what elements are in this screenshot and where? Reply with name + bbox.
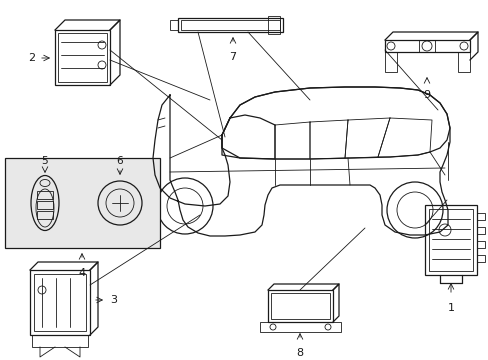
Bar: [384, 52, 396, 72]
Bar: [170, 20, 178, 30]
Bar: [32, 335, 88, 347]
Text: 8: 8: [296, 348, 303, 358]
Bar: [424, 205, 476, 275]
Bar: [418, 40, 434, 52]
Bar: [34, 274, 86, 331]
Text: 7: 7: [229, 52, 236, 62]
Bar: [270, 293, 329, 319]
Bar: [476, 241, 484, 248]
Bar: [428, 209, 472, 271]
Bar: [476, 255, 484, 262]
Bar: [5, 158, 160, 248]
Bar: [384, 40, 469, 52]
Bar: [30, 270, 90, 335]
Bar: [267, 290, 332, 322]
Bar: [260, 322, 340, 332]
Bar: [37, 191, 53, 199]
Text: 3: 3: [110, 295, 117, 305]
Text: 5: 5: [41, 156, 48, 166]
Text: 6: 6: [117, 156, 123, 166]
Text: 1: 1: [447, 303, 453, 313]
Bar: [55, 30, 110, 85]
Text: 4: 4: [78, 268, 85, 278]
Bar: [37, 201, 53, 209]
Bar: [37, 211, 53, 219]
Bar: [58, 33, 107, 82]
Bar: [267, 16, 280, 34]
Text: 2: 2: [28, 53, 35, 63]
Bar: [457, 52, 469, 72]
Text: 9: 9: [423, 90, 429, 100]
Bar: [181, 20, 280, 30]
Bar: [178, 18, 283, 32]
Bar: [476, 213, 484, 220]
Bar: [476, 227, 484, 234]
